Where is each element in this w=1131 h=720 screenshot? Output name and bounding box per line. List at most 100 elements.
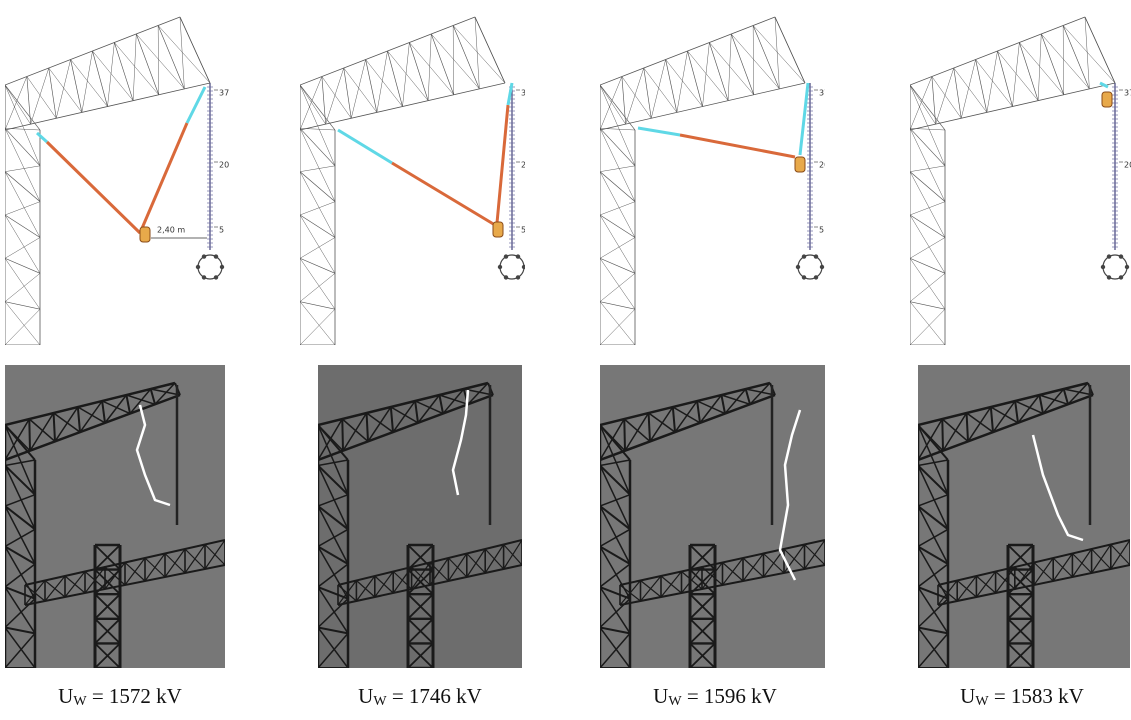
- ring-node: [1101, 265, 1105, 269]
- caption-subscript: W: [73, 694, 86, 709]
- strut: [5, 172, 40, 238]
- strut: [910, 215, 945, 273]
- sky: [600, 365, 825, 668]
- strut: [910, 128, 945, 165]
- strut: [158, 26, 184, 89]
- caption: UW = 1596 kV: [605, 684, 825, 710]
- scale-label: 20: [521, 161, 525, 170]
- strut: [158, 26, 159, 95]
- strut: [600, 128, 635, 165]
- strut: [910, 273, 945, 301]
- strut: [942, 419, 943, 451]
- strut: [300, 172, 335, 202]
- rope: [47, 142, 140, 233]
- strut: [622, 77, 651, 119]
- strut: [300, 215, 335, 238]
- figure: 372052,40 mUW = 1572 kV37205UW = 1746 kV…: [0, 0, 1131, 720]
- strut: [600, 238, 635, 259]
- strut: [56, 60, 70, 119]
- ring-node: [814, 275, 818, 279]
- strut: [910, 238, 945, 259]
- strut: [600, 172, 635, 238]
- strut: [1063, 26, 1064, 95]
- ring-node: [1119, 275, 1123, 279]
- scale-label: 5: [521, 226, 525, 235]
- strut: [453, 26, 454, 95]
- strut: [300, 172, 335, 238]
- strut: [300, 85, 335, 130]
- strut: [409, 43, 428, 101]
- caption: UW = 1572 kV: [10, 684, 230, 710]
- strut: [1085, 17, 1115, 83]
- scale-label: 37: [521, 89, 525, 98]
- scale-label: 37: [819, 89, 825, 98]
- strut: [600, 172, 635, 202]
- strut: [936, 68, 954, 124]
- strut: [344, 68, 352, 118]
- ring-node: [1119, 254, 1123, 258]
- worker: [493, 222, 503, 237]
- rope: [497, 105, 508, 223]
- strut: [5, 172, 40, 202]
- rope: [140, 123, 187, 233]
- rope: [638, 128, 680, 135]
- strut: [775, 17, 779, 89]
- strut: [987, 51, 998, 112]
- strut: [626, 68, 644, 124]
- strut: [753, 26, 754, 95]
- strut: [728, 34, 731, 101]
- ring-node: [516, 275, 520, 279]
- strut: [600, 215, 635, 273]
- ring-node: [1107, 275, 1111, 279]
- scale-label: 37: [1124, 89, 1131, 98]
- scale-label: 5: [219, 226, 224, 235]
- strut: [158, 26, 210, 84]
- strut: [133, 34, 136, 101]
- worker: [140, 227, 150, 242]
- strut: [976, 60, 1013, 107]
- strut: [688, 51, 703, 107]
- rope: [338, 130, 392, 163]
- strut: [82, 51, 93, 112]
- strut: [300, 128, 335, 201]
- test-photo: [318, 365, 522, 668]
- strut: [709, 43, 728, 101]
- strut: [600, 309, 635, 345]
- caption-text: = 1596 kV: [687, 684, 777, 708]
- strut: [775, 17, 805, 83]
- ring-node: [202, 254, 206, 258]
- strut: [910, 215, 945, 238]
- strut: [1063, 26, 1115, 84]
- strut: [453, 26, 505, 84]
- strut: [300, 128, 335, 165]
- strut: [5, 85, 40, 130]
- caption-subscript: W: [668, 694, 681, 709]
- strut: [300, 215, 335, 273]
- strut: [910, 202, 945, 215]
- strut: [1063, 26, 1089, 89]
- strut: [910, 309, 945, 345]
- strut: [377, 51, 388, 112]
- strut: [600, 273, 635, 301]
- strut: [910, 172, 945, 202]
- strut: [300, 273, 335, 301]
- strut: [5, 85, 40, 166]
- strut: [1013, 43, 1020, 107]
- caption: UW = 1583 kV: [912, 684, 1131, 710]
- strut: [5, 85, 31, 124]
- ring-node: [1107, 254, 1111, 258]
- strut: [136, 34, 184, 89]
- worker: [1102, 92, 1112, 107]
- strut: [998, 51, 1013, 107]
- strut: [5, 215, 40, 238]
- rope: [392, 163, 495, 225]
- ring-node: [802, 275, 806, 279]
- strut: [910, 85, 945, 130]
- strut: [600, 85, 635, 130]
- ring-node: [814, 254, 818, 258]
- strut: [600, 128, 635, 201]
- strut: [753, 26, 805, 84]
- strut: [1038, 34, 1041, 101]
- strut: [961, 60, 975, 119]
